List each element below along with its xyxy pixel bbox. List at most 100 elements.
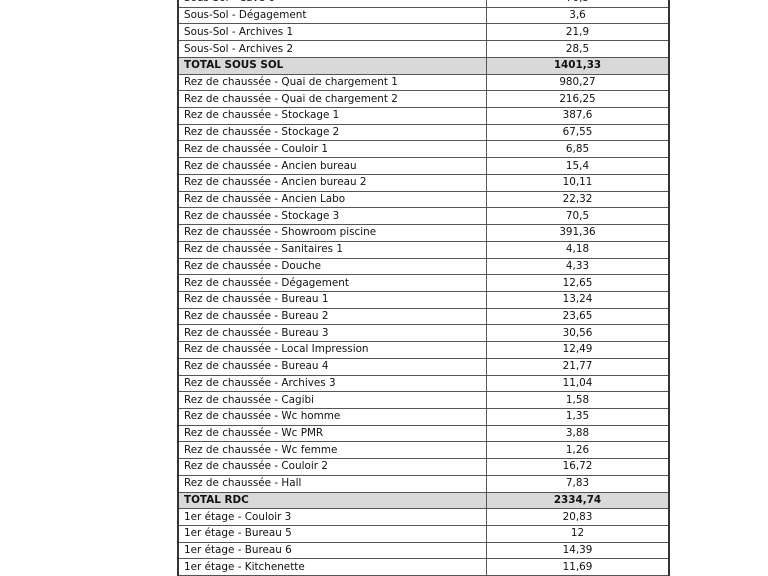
- room-label: Rez de chaussée - Showroom piscine: [177, 224, 487, 242]
- surface-value: 70,5: [486, 0, 670, 8]
- table-row: Rez de chaussée - Dégagement 12,65: [177, 274, 670, 292]
- surface-value: 12,65: [486, 274, 670, 292]
- surface-value: 2334,74: [486, 491, 670, 510]
- surface-value: 1,26: [486, 441, 670, 460]
- room-label: Rez de chaussée - Bureau 2: [177, 307, 487, 326]
- table-row: 1er étage - Bureau 5 12: [177, 525, 670, 543]
- total-row: TOTAL SOUS SOL 1401,33: [177, 56, 670, 75]
- surface-value: 21,9: [486, 23, 670, 42]
- room-label: Rez de chaussée - Couloir 1: [177, 140, 487, 159]
- surface-table: Sous-Sol - Cave 670,5Sous-Sol - Dégageme…: [177, 0, 670, 576]
- surface-value: 391,36: [486, 224, 670, 242]
- table-row: Rez de chaussée - Couloir 1 6,85: [177, 140, 670, 159]
- total-row: TOTAL RDC 2334,74: [177, 491, 670, 510]
- surface-value: 1,58: [486, 391, 670, 409]
- room-label: Sous-Sol - Cave 6: [177, 0, 487, 8]
- room-label: Rez de chaussée - Bureau 1: [177, 290, 487, 309]
- surface-value: 11,69: [486, 558, 670, 576]
- surface-value: 23,65: [486, 307, 670, 326]
- room-label: Rez de chaussée - Cagibi: [177, 391, 487, 409]
- room-label: Rez de chaussée - Wc PMR: [177, 424, 487, 443]
- room-label: TOTAL SOUS SOL: [177, 56, 487, 75]
- table-row: Rez de chaussée - Ancien Labo 22,32: [177, 190, 670, 209]
- room-label: Rez de chaussée - Ancien bureau 2: [177, 173, 487, 192]
- room-label: 1er étage - Bureau 5: [177, 525, 487, 543]
- surface-value: 67,55: [486, 123, 670, 142]
- room-label: Rez de chaussée - Dégagement: [177, 274, 487, 292]
- surface-value: 20,83: [486, 508, 670, 526]
- surface-value: 4,18: [486, 240, 670, 259]
- table-row: Sous-Sol - Archives 1 21,9: [177, 23, 670, 42]
- table-row: Rez de chaussée - Douche 4,33: [177, 257, 670, 276]
- surface-value: 16,72: [486, 458, 670, 476]
- table-row: 1er étage - Kitchenette 11,69: [177, 558, 670, 576]
- room-label: Rez de chaussée - Stockage 1: [177, 107, 487, 125]
- room-label: Rez de chaussée - Couloir 2: [177, 458, 487, 476]
- table-row: 1er étage - Couloir 3 20,83: [177, 508, 670, 526]
- room-label: Rez de chaussée - Quai de chargement 1: [177, 73, 487, 92]
- table-row: Rez de chaussée - Local Impression 12,49: [177, 341, 670, 359]
- table-row: Rez de chaussée - Bureau 3 30,56: [177, 324, 670, 343]
- table-row: Sous-Sol - Archives 2 28,5: [177, 40, 670, 58]
- surface-value: 12,49: [486, 341, 670, 359]
- surface-value: 7,83: [486, 474, 670, 493]
- room-label: Rez de chaussée - Ancien Labo: [177, 190, 487, 209]
- surface-value: 11,04: [486, 374, 670, 393]
- surface-value: 28,5: [486, 40, 670, 58]
- table-row: Rez de chaussée - Ancien bureau 15,4: [177, 157, 670, 175]
- surface-value: 1401,33: [486, 56, 670, 75]
- table-row: Rez de chaussée - Wc femme 1,26: [177, 441, 670, 460]
- room-label: Rez de chaussée - Ancien bureau: [177, 157, 487, 175]
- room-label: TOTAL RDC: [177, 491, 487, 510]
- room-label: Rez de chaussée - Local Impression: [177, 341, 487, 359]
- surface-value: 12: [486, 525, 670, 543]
- room-label: Rez de chaussée - Wc homme: [177, 407, 487, 426]
- table-row: Rez de chaussée - Bureau 4 21,77: [177, 357, 670, 376]
- room-label: Rez de chaussée - Douche: [177, 257, 487, 276]
- surface-value: 70,5: [486, 207, 670, 226]
- room-label: Rez de chaussée - Quai de chargement 2: [177, 90, 487, 109]
- table-row: Rez de chaussée - Couloir 2 16,72: [177, 458, 670, 476]
- table-row: 1er étage - Bureau 6 14,39: [177, 541, 670, 560]
- room-label: 1er étage - Kitchenette: [177, 558, 487, 576]
- table-row: Rez de chaussée - Bureau 2 23,65: [177, 307, 670, 326]
- room-label: Rez de chaussée - Wc femme: [177, 441, 487, 460]
- table-row: Rez de chaussée - Stockage 1 387,6: [177, 107, 670, 125]
- surface-value: 30,56: [486, 324, 670, 343]
- surface-value: 21,77: [486, 357, 670, 376]
- table-row: Rez de chaussée - Wc homme 1,35: [177, 407, 670, 426]
- surface-value: 216,25: [486, 90, 670, 109]
- surface-value: 1,35: [486, 407, 670, 426]
- surface-value: 22,32: [486, 190, 670, 209]
- surface-value: 6,85: [486, 140, 670, 159]
- surface-value: 4,33: [486, 257, 670, 276]
- room-label: Rez de chaussée - Stockage 2: [177, 123, 487, 142]
- room-label: 1er étage - Couloir 3: [177, 508, 487, 526]
- table-row: Rez de chaussée - Cagibi 1,58: [177, 391, 670, 409]
- table-row: Rez de chaussée - Sanitaires 1 4,18: [177, 240, 670, 259]
- room-label: Rez de chaussée - Bureau 3: [177, 324, 487, 343]
- surface-value: 3,88: [486, 424, 670, 443]
- room-label: 1er étage - Bureau 6: [177, 541, 487, 560]
- table-row: Rez de chaussée - Archives 3 11,04: [177, 374, 670, 393]
- table-row: Sous-Sol - Cave 670,5: [177, 0, 670, 8]
- room-label: Sous-Sol - Dégagement: [177, 6, 487, 25]
- room-label: Rez de chaussée - Hall: [177, 474, 487, 493]
- surface-value: 14,39: [486, 541, 670, 560]
- room-label: Rez de chaussée - Stockage 3: [177, 207, 487, 226]
- table-row: Sous-Sol - Dégagement 3,6: [177, 6, 670, 25]
- surface-value: 3,6: [486, 6, 670, 25]
- table-row: Rez de chaussée - Hall 7,83: [177, 474, 670, 493]
- room-label: Rez de chaussée - Archives 3: [177, 374, 487, 393]
- surface-value: 10,11: [486, 173, 670, 192]
- room-label: Sous-Sol - Archives 2: [177, 40, 487, 58]
- room-label: Rez de chaussée - Sanitaires 1: [177, 240, 487, 259]
- surface-value: 15,4: [486, 157, 670, 175]
- table-row: Rez de chaussée - Showroom piscine 391,36: [177, 224, 670, 242]
- table-row: Rez de chaussée - Wc PMR 3,88: [177, 424, 670, 443]
- table-row: Rez de chaussée - Quai de chargement 2 21…: [177, 90, 670, 109]
- table-row: Rez de chaussée - Stockage 2 67,55: [177, 123, 670, 142]
- surface-value: 980,27: [486, 73, 670, 92]
- table-row: Rez de chaussée - Quai de chargement 1 98…: [177, 73, 670, 92]
- surface-value: 387,6: [486, 107, 670, 125]
